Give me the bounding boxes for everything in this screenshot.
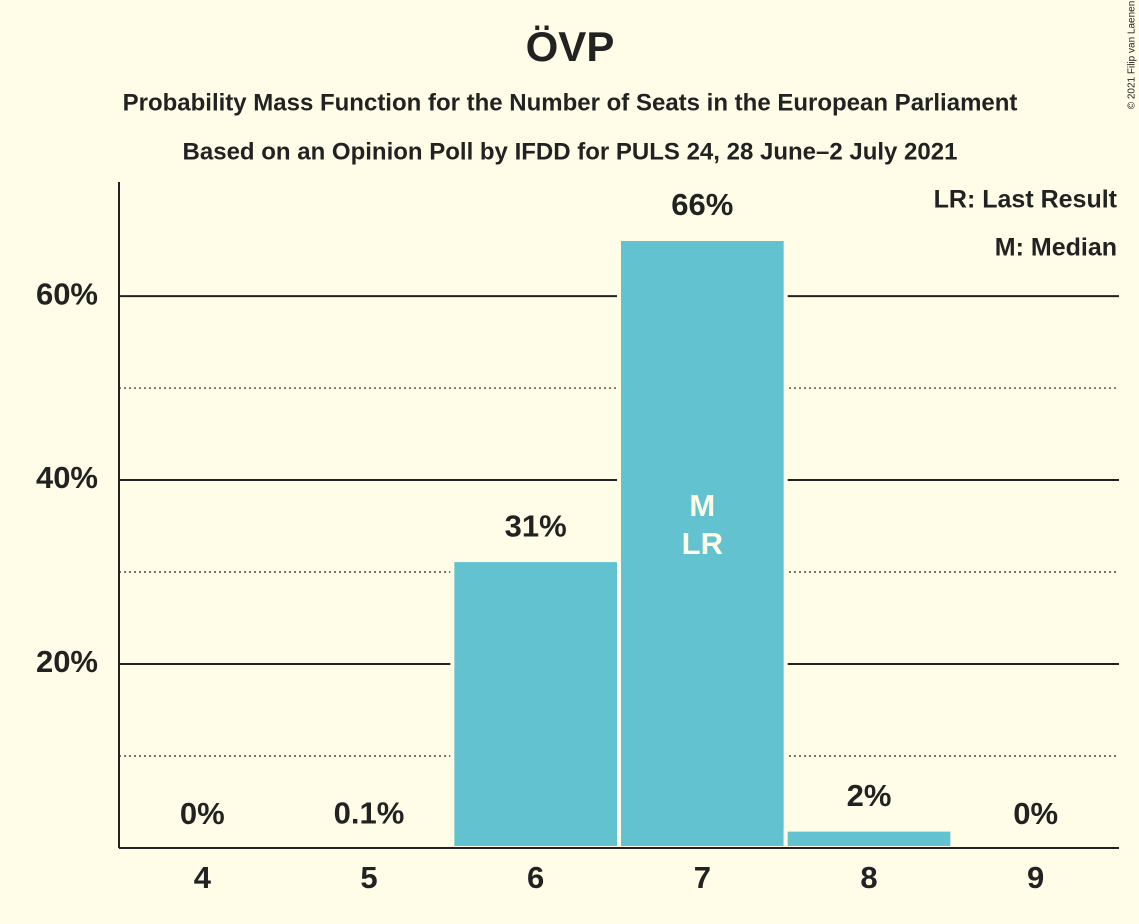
copyright: © 2021 Filip van Laenen [1127, 1, 1138, 110]
value-label: 0% [180, 796, 225, 831]
bar [783, 827, 955, 851]
value-label: 0.1% [334, 795, 405, 830]
x-tick-label: 4 [194, 860, 212, 895]
value-label: 2% [847, 778, 892, 813]
chart-title: ÖVP [526, 23, 615, 70]
bar [450, 558, 622, 850]
x-tick-label: 8 [860, 860, 877, 895]
y-tick-label: 60% [36, 276, 98, 311]
x-tick-label: 9 [1027, 860, 1044, 895]
value-label: 0% [1013, 796, 1058, 831]
x-tick-label: 6 [527, 860, 544, 895]
legend-note: M: Median [995, 234, 1117, 262]
y-tick-label: 40% [36, 460, 98, 495]
value-label: 31% [505, 508, 567, 543]
x-tick-label: 7 [694, 860, 711, 895]
y-tick-label: 20% [36, 644, 98, 679]
legend-note: LR: Last Result [934, 186, 1118, 214]
x-tick-label: 5 [360, 860, 377, 895]
annotation: LR [682, 526, 723, 561]
chart-subtitle: Based on an Opinion Poll by IFDD for PUL… [183, 138, 958, 165]
annotation: M [689, 488, 715, 523]
value-label: 66% [671, 187, 733, 222]
chart-subtitle: Probability Mass Function for the Number… [123, 89, 1018, 116]
